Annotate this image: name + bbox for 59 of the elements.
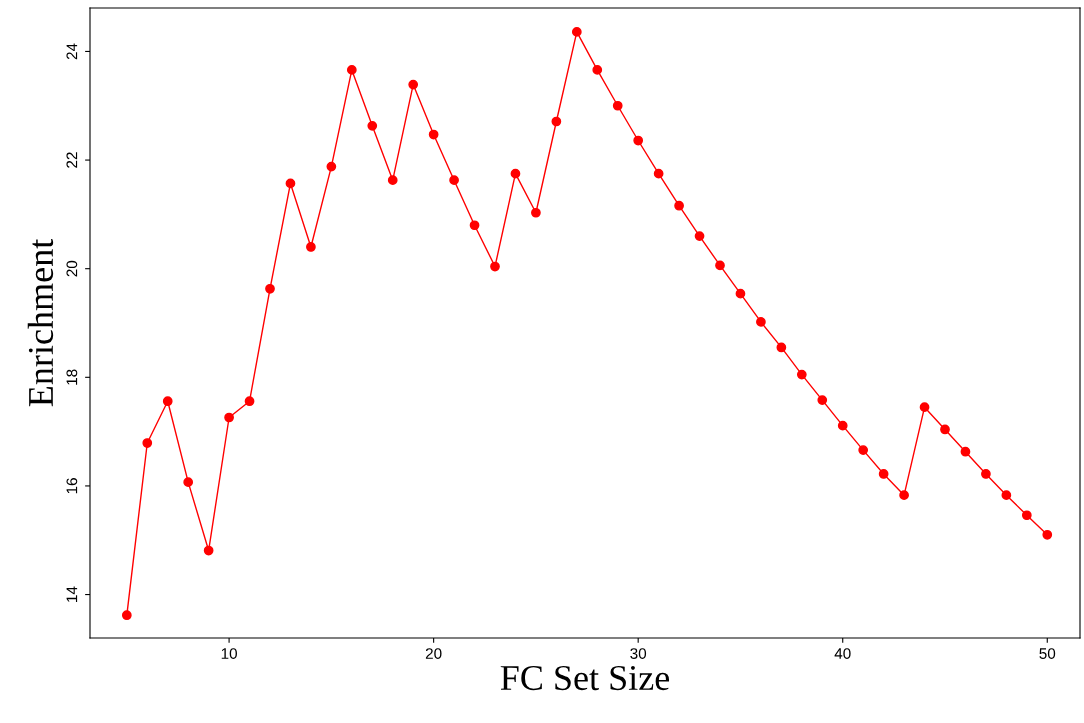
x-tick-label: 30 <box>630 648 647 659</box>
y-tick-label: 14 <box>66 586 78 602</box>
point <box>715 260 725 271</box>
point <box>203 545 214 556</box>
x-tick-label: 50 <box>1039 648 1056 659</box>
point <box>1042 529 1053 540</box>
x-tick-label: 20 <box>425 648 442 659</box>
y-axis-title: Enrichment <box>27 238 54 407</box>
point <box>612 100 623 111</box>
point <box>510 168 521 179</box>
point <box>817 395 828 405</box>
point <box>162 396 173 407</box>
point <box>653 168 664 179</box>
point <box>571 27 582 37</box>
point <box>408 79 419 90</box>
point <box>735 288 746 299</box>
y-tick-label: 16 <box>66 478 78 494</box>
x-tick-label: 40 <box>834 648 851 659</box>
point <box>858 445 869 455</box>
point <box>367 120 378 131</box>
y-tick-label: 20 <box>66 260 78 277</box>
point <box>776 342 787 353</box>
y-tick-label: 24 <box>66 43 78 60</box>
point <box>121 610 132 621</box>
point <box>224 412 234 423</box>
point <box>899 490 909 501</box>
x-axis-title: FC Set Size <box>500 665 670 691</box>
point <box>674 200 684 211</box>
point <box>244 396 255 407</box>
point <box>183 477 194 487</box>
point <box>387 175 398 186</box>
point <box>265 283 275 294</box>
point <box>1021 510 1032 521</box>
point <box>633 135 644 146</box>
point <box>326 161 337 172</box>
point <box>306 242 316 252</box>
point <box>694 231 705 241</box>
point <box>531 207 541 218</box>
point <box>449 175 459 186</box>
x-tick-label: 10 <box>221 648 237 659</box>
point <box>551 116 562 127</box>
point <box>756 317 766 327</box>
point <box>346 65 357 75</box>
point <box>142 438 153 448</box>
point <box>837 420 848 431</box>
point <box>960 446 971 457</box>
point <box>1001 490 1012 501</box>
point <box>285 178 296 189</box>
y-tick-label: 18 <box>66 369 78 385</box>
point <box>940 424 950 435</box>
point <box>592 65 603 75</box>
point <box>919 402 930 413</box>
y-tick-label: 22 <box>66 152 78 168</box>
point <box>796 369 807 380</box>
point <box>981 469 991 479</box>
point <box>469 220 480 231</box>
point <box>490 261 500 272</box>
point <box>428 129 439 140</box>
point <box>878 469 889 479</box>
